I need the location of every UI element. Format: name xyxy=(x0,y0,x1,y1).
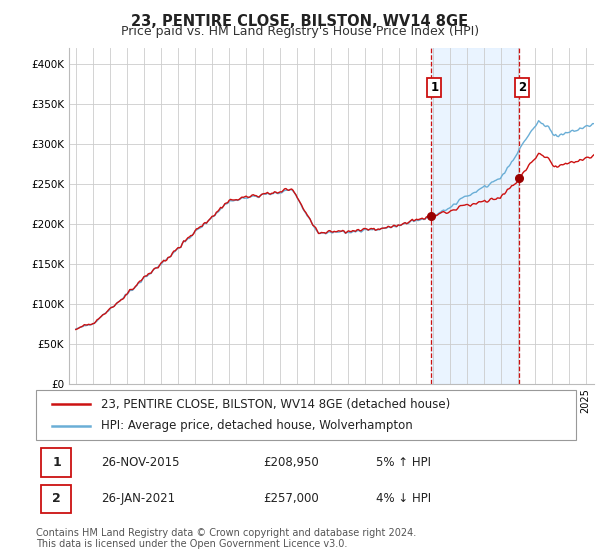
Text: 2: 2 xyxy=(518,81,526,94)
Text: £208,950: £208,950 xyxy=(263,456,319,469)
Bar xyxy=(431,48,519,384)
FancyBboxPatch shape xyxy=(41,484,71,513)
Text: 23, PENTIRE CLOSE, BILSTON, WV14 8GE: 23, PENTIRE CLOSE, BILSTON, WV14 8GE xyxy=(131,14,469,29)
Text: Price paid vs. HM Land Registry's House Price Index (HPI): Price paid vs. HM Land Registry's House … xyxy=(121,25,479,38)
Text: 1: 1 xyxy=(52,456,61,469)
Text: 26-JAN-2021: 26-JAN-2021 xyxy=(101,492,175,505)
Text: HPI: Average price, detached house, Wolverhampton: HPI: Average price, detached house, Wolv… xyxy=(101,419,413,432)
FancyBboxPatch shape xyxy=(41,448,71,477)
Text: 4% ↓ HPI: 4% ↓ HPI xyxy=(376,492,431,505)
Text: 26-NOV-2015: 26-NOV-2015 xyxy=(101,456,179,469)
Text: Contains HM Land Registry data © Crown copyright and database right 2024.
This d: Contains HM Land Registry data © Crown c… xyxy=(36,528,416,549)
Text: 2: 2 xyxy=(52,492,61,505)
Text: 5% ↑ HPI: 5% ↑ HPI xyxy=(376,456,431,469)
Text: £257,000: £257,000 xyxy=(263,492,319,505)
Text: 1: 1 xyxy=(430,81,439,94)
FancyBboxPatch shape xyxy=(36,390,576,440)
Text: 23, PENTIRE CLOSE, BILSTON, WV14 8GE (detached house): 23, PENTIRE CLOSE, BILSTON, WV14 8GE (de… xyxy=(101,398,450,410)
